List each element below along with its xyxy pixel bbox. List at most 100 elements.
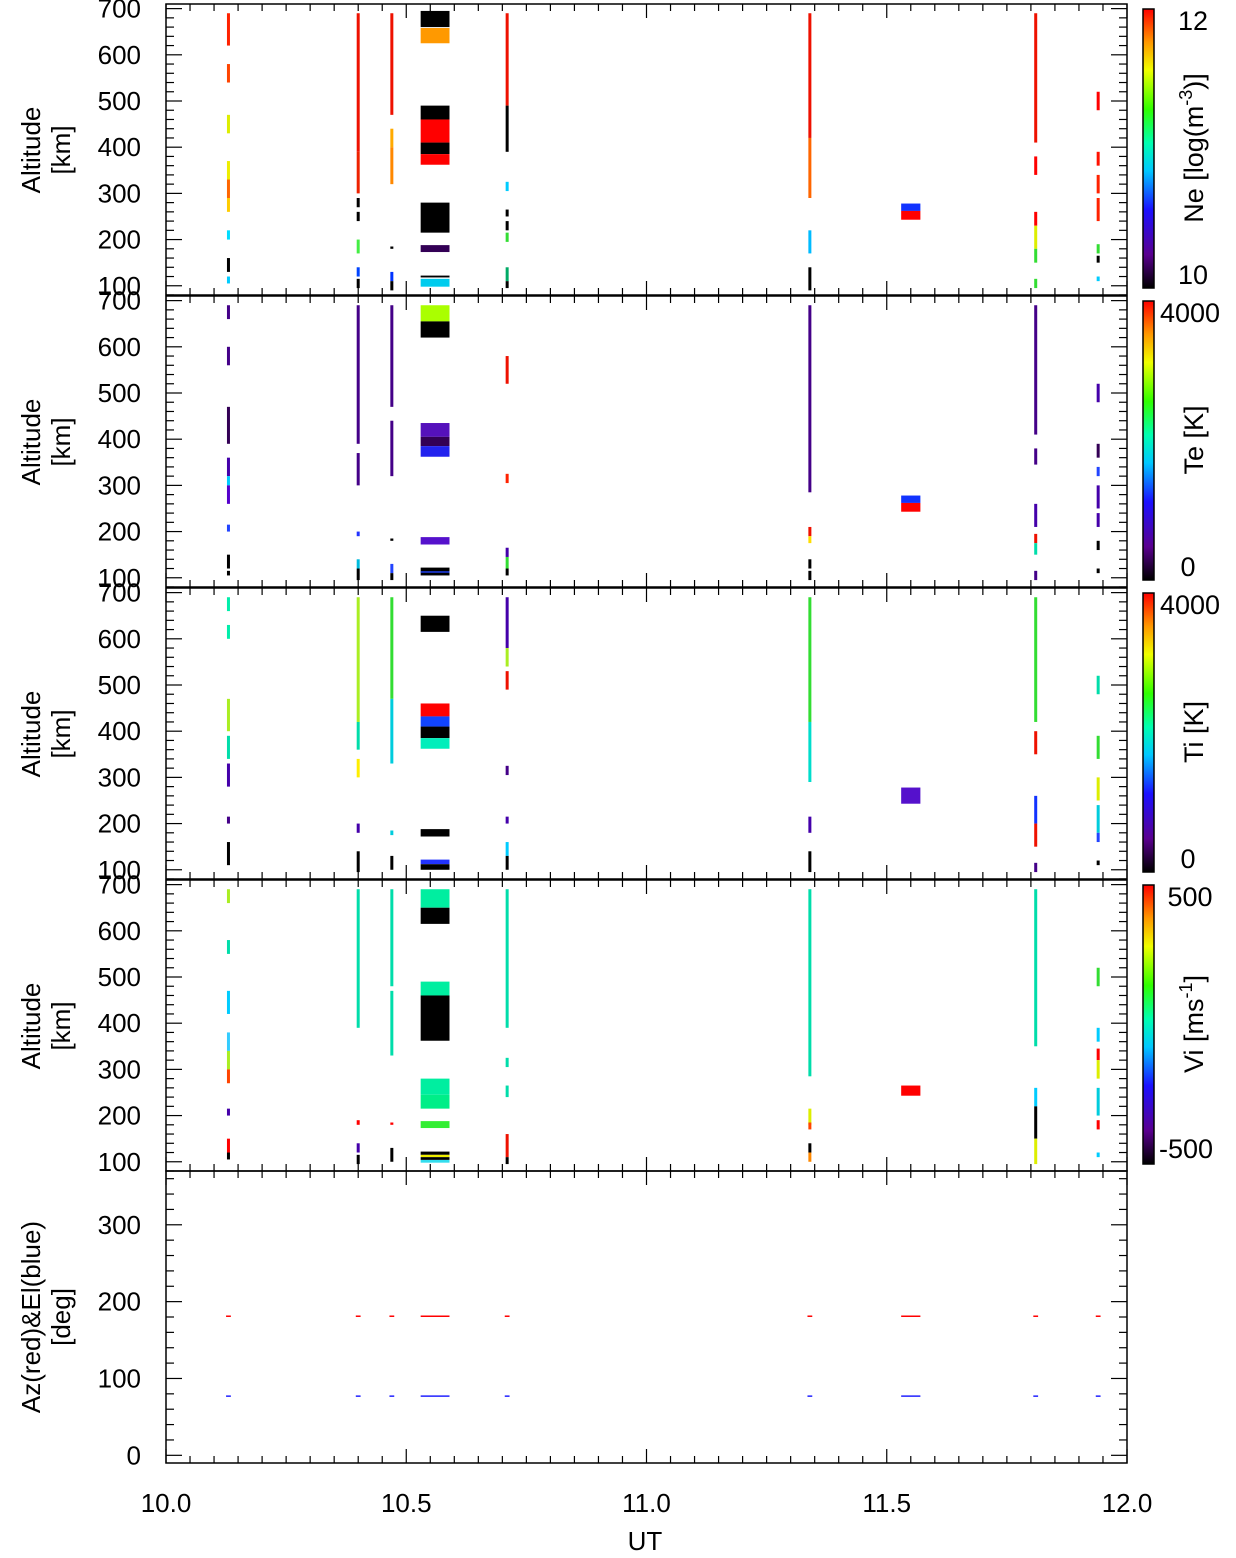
ne-strip-5-seg-0 xyxy=(1034,13,1038,143)
vi-ytick-label-600: 600 xyxy=(98,916,141,946)
ne-block-9 xyxy=(420,278,450,287)
ne-data-layer xyxy=(226,10,1100,291)
vi-colorbar xyxy=(1142,884,1155,1165)
te-strip-1-seg-3 xyxy=(356,559,360,569)
te-ytick-label-100: 100 xyxy=(98,563,141,593)
ti-strip-2-seg-0 xyxy=(390,597,394,699)
ne-block-3 xyxy=(420,119,450,143)
x-tick-label-0: 10.0 xyxy=(141,1488,192,1518)
vi-strip-4-seg-4 xyxy=(808,1152,812,1162)
ti-strip-0-seg-1 xyxy=(226,624,230,639)
ne-ylabel-line2: [km] xyxy=(46,125,76,174)
ne-strip-2-seg-0 xyxy=(390,13,394,115)
te-strip-6-seg-6 xyxy=(1096,568,1100,574)
ti-strip-4-seg-3 xyxy=(808,851,812,873)
vi-block-9 xyxy=(420,1157,450,1160)
te-strip-6-seg-1 xyxy=(1096,443,1100,458)
ti-colorbar xyxy=(1142,592,1155,873)
ti-strip-4-seg-2 xyxy=(808,816,812,833)
vi-strip-0-seg-3 xyxy=(226,1032,230,1051)
vi-strip-0-seg-7 xyxy=(226,1138,230,1153)
te-strip-6-seg-0 xyxy=(1096,383,1100,403)
panel-ti: 100 200 300 400 500 600 700 Altitude [km] Ti [… xyxy=(16,578,1220,885)
ne-strip-0-seg-5 xyxy=(226,198,230,212)
te-strip-5-seg-1 xyxy=(1034,448,1038,465)
x-tick-label-4: 12.0 xyxy=(1102,1488,1153,1518)
ne-strip-1-seg-1 xyxy=(356,151,360,194)
vi-strip-6-seg-3 xyxy=(1096,1060,1100,1079)
vi-strip-5-seg-2 xyxy=(1034,1106,1038,1139)
te-strip-6-seg-2 xyxy=(1096,466,1100,477)
te-strip-5-seg-2 xyxy=(1034,503,1038,527)
ti-strip-3-seg-0 xyxy=(505,597,509,649)
ti-colorbar-tick-high: 4000 xyxy=(1160,590,1220,620)
azel-frame xyxy=(165,1170,1128,1464)
vi-strip-2-seg-1 xyxy=(390,990,394,1056)
te-strip-0-seg-0 xyxy=(226,305,230,320)
ne-block-10 xyxy=(901,203,921,211)
vi-strip-0-seg-6 xyxy=(226,1108,230,1116)
panel-te: 100 200 300 400 500 600 700 Altitude [km] Te [… xyxy=(16,286,1220,593)
vi-strip-5-seg-0 xyxy=(1034,889,1038,1047)
ne-block-5 xyxy=(420,154,450,165)
azel-ytick-label-0: 0 xyxy=(127,1440,141,1470)
ti-ytick-label-300: 300 xyxy=(98,762,141,792)
panel-ne: 100 200 300 400 500 600 700 Altitude [km] Ne [… xyxy=(16,0,1209,301)
x-axis-label: UT xyxy=(628,1526,663,1556)
vi-colorbar-tick-low: -500 xyxy=(1159,1134,1213,1164)
te-strip-4-seg-0 xyxy=(808,305,812,493)
ti-strip-1-seg-4 xyxy=(356,851,360,873)
te-strip-2-seg-1 xyxy=(390,420,394,477)
vi-strip-0-seg-2 xyxy=(226,990,230,1014)
te-colorbar xyxy=(1142,300,1155,581)
ne-strip-6-seg-1 xyxy=(1096,151,1100,166)
vi-strip-6-seg-1 xyxy=(1096,1027,1100,1042)
vi-axes: 100 200 300 400 500 600 700 xyxy=(98,870,1128,1177)
vi-strip-1-seg-1 xyxy=(356,1120,360,1125)
te-strip-5-seg-0 xyxy=(1034,305,1038,435)
vi-strip-6-seg-6 xyxy=(1096,1152,1100,1158)
te-strip-2-seg-0 xyxy=(390,305,394,407)
ti-strip-0-seg-5 xyxy=(226,816,230,824)
te-colorbar-label: Te [K] xyxy=(1179,405,1209,474)
vi-strip-0-seg-4 xyxy=(226,1050,230,1070)
vi-colorbar-label: Vi [ms-1] xyxy=(1176,975,1209,1073)
azel-ylabel-line2: [deg] xyxy=(46,1288,76,1346)
ne-colorbar xyxy=(1142,8,1155,289)
ti-ytick-label-400: 400 xyxy=(98,716,141,746)
te-ytick-label-200: 200 xyxy=(98,517,141,547)
te-strip-1-seg-0 xyxy=(356,305,360,444)
ti-colorbar-tick-low: 0 xyxy=(1180,844,1195,874)
te-strip-1-seg-2 xyxy=(356,531,360,537)
ne-block-2 xyxy=(420,105,450,120)
ne-colorbar-tick-high: 12 xyxy=(1178,6,1208,36)
ne-strip-6-seg-6 xyxy=(1096,276,1100,282)
ti-block-7 xyxy=(420,864,450,870)
ne-block-8 xyxy=(420,275,450,278)
ne-strip-2-seg-4 xyxy=(390,271,394,282)
te-strip-5-seg-3 xyxy=(1034,533,1038,544)
ne-strip-0-seg-0 xyxy=(226,13,230,46)
x-tick-label-2: 11.0 xyxy=(622,1488,671,1518)
vi-ytick-label-100: 100 xyxy=(98,1147,141,1177)
vi-block-3 xyxy=(420,995,450,1041)
te-block-0 xyxy=(420,305,450,322)
ne-ytick-label-600: 600 xyxy=(98,40,141,70)
te-colorbar-tick-low: 0 xyxy=(1180,552,1195,582)
ne-ytick-label-100: 100 xyxy=(98,271,141,301)
te-strip-6-seg-4 xyxy=(1096,513,1100,527)
te-strip-2-seg-3 xyxy=(390,563,394,574)
vi-ylabel-line1: Altitude xyxy=(16,983,46,1070)
te-block-7 xyxy=(420,571,450,573)
ne-strip-1-seg-3 xyxy=(356,211,360,222)
te-strip-2-seg-2 xyxy=(390,538,394,541)
ti-strip-6-seg-5 xyxy=(1096,860,1100,866)
vi-ytick-label-700: 700 xyxy=(98,870,141,900)
vi-strip-3-seg-0 xyxy=(505,889,509,1028)
ne-colorbar-tick-low: 10 xyxy=(1178,260,1208,290)
ne-block-6 xyxy=(420,202,450,233)
ne-strip-1-seg-6 xyxy=(356,278,360,289)
ti-strip-6-seg-1 xyxy=(1096,735,1100,759)
ne-strip-0-seg-6 xyxy=(226,230,230,240)
